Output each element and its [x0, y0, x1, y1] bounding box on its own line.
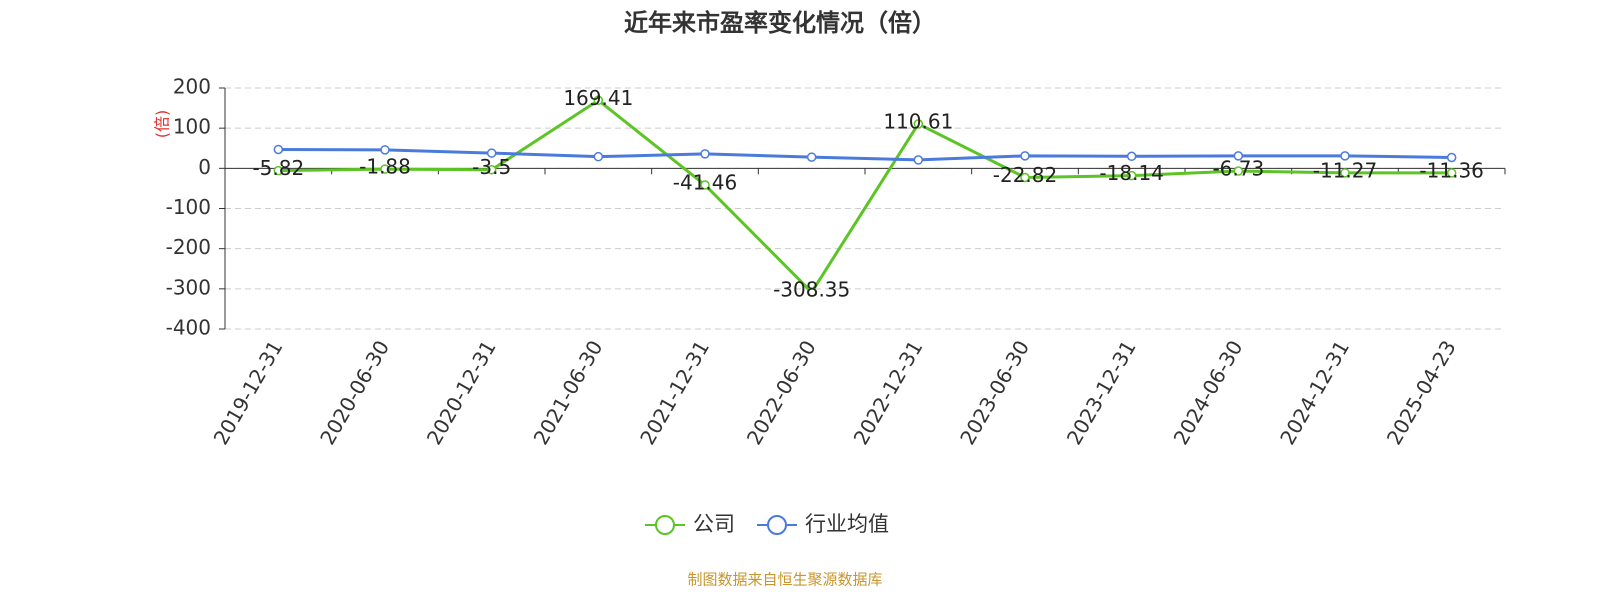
data-label: -11.36 — [1419, 158, 1483, 182]
x-tick-label: 2023-12-31 — [1062, 336, 1141, 449]
data-point — [700, 180, 710, 190]
legend-item[interactable]: 公司 — [645, 512, 735, 536]
source-note: 制图数据来自恒生聚源数据库 — [687, 571, 882, 589]
y-tick-label: 0 — [198, 155, 211, 179]
x-tick-label: 2020-06-30 — [315, 336, 394, 449]
data-point — [700, 149, 710, 159]
data-label: -22.82 — [993, 163, 1057, 187]
data-point — [1446, 168, 1457, 178]
data-point — [1126, 170, 1137, 181]
y-tick-label: 200 — [173, 75, 211, 99]
data-point — [1233, 151, 1244, 161]
data-point — [273, 144, 284, 155]
y-tick-label: 100 — [173, 115, 211, 139]
series-line — [278, 98, 1452, 295]
data-point — [1020, 172, 1030, 183]
data-point — [1340, 151, 1350, 161]
chart-title: 近年来市盈率变化情况（倍） — [624, 9, 936, 37]
data-point — [486, 148, 497, 158]
x-tick-label: 2022-06-30 — [742, 336, 821, 449]
data-label: -5.82 — [252, 156, 304, 180]
series-line — [278, 147, 1452, 162]
data-label: -11.27 — [1313, 158, 1377, 182]
data-point — [913, 119, 924, 129]
data-label: -3.5 — [472, 155, 511, 179]
x-tick-label: 2021-06-30 — [529, 336, 608, 449]
x-tick-label: 2022-12-31 — [849, 336, 928, 449]
data-point — [593, 151, 604, 162]
x-tick-label: 2024-12-31 — [1275, 336, 1354, 449]
data-label: -41.46 — [673, 170, 737, 194]
data-point — [1020, 151, 1030, 161]
y-tick-label: -100 — [166, 195, 211, 219]
data-point — [380, 164, 390, 174]
data-point — [380, 145, 390, 155]
y-axis-label: (倍) — [153, 110, 172, 139]
legend-marker — [767, 515, 787, 535]
x-tick-label: 2021-12-31 — [635, 336, 714, 449]
data-label: 110.61 — [883, 109, 953, 133]
x-tick-label: 2024-06-30 — [1169, 336, 1248, 449]
data-point — [1446, 152, 1457, 163]
legend-item[interactable]: 行业均值 — [757, 512, 889, 536]
y-tick-label: -400 — [166, 316, 211, 340]
legend-marker — [655, 515, 675, 535]
x-tick-label: 2020-12-31 — [422, 336, 501, 449]
data-label: 169.41 — [563, 86, 633, 110]
data-point — [593, 95, 604, 106]
legend-label: 行业均值 — [805, 512, 889, 536]
y-tick-label: -200 — [166, 235, 211, 259]
data-point — [806, 287, 817, 297]
data-label: -1.88 — [359, 155, 411, 179]
data-point — [486, 164, 497, 175]
data-point — [1126, 151, 1137, 162]
data-label: -308.35 — [773, 278, 850, 302]
data-point — [913, 155, 924, 165]
data-point — [273, 165, 284, 176]
x-tick-label: 2025-04-23 — [1382, 336, 1461, 449]
data-point — [1233, 166, 1244, 176]
legend-label: 公司 — [693, 512, 735, 536]
y-tick-label: -300 — [166, 275, 211, 299]
x-tick-label: 2023-06-30 — [955, 336, 1034, 449]
data-point — [806, 152, 817, 162]
x-tick-label: 2019-12-31 — [209, 336, 288, 449]
data-label: -18.14 — [1099, 161, 1163, 185]
data-point — [1340, 168, 1350, 178]
